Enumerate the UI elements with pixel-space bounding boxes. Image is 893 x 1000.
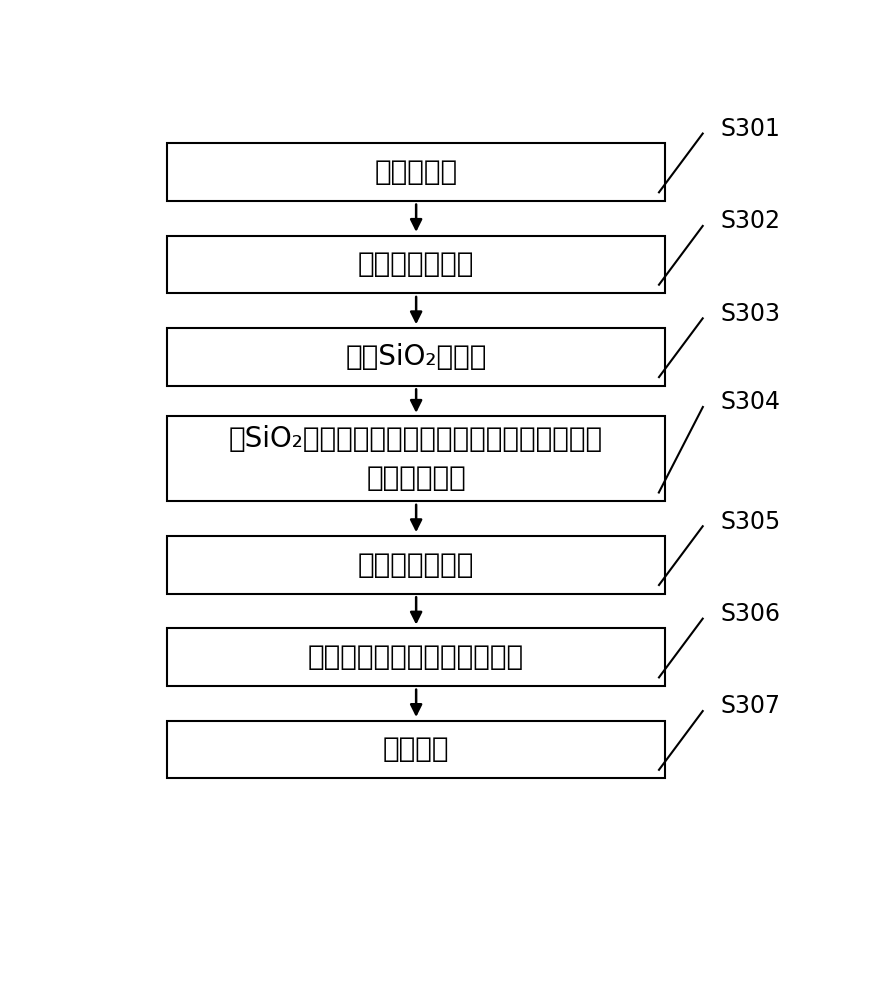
Bar bbox=[167, 721, 665, 778]
Text: S305: S305 bbox=[721, 510, 780, 534]
Bar bbox=[167, 536, 665, 594]
Text: S304: S304 bbox=[721, 390, 780, 414]
Bar bbox=[167, 628, 665, 686]
Bar bbox=[167, 143, 665, 201]
Text: 蚀刻金属电极层，形成栅电极: 蚀刻金属电极层，形成栅电极 bbox=[308, 643, 524, 671]
Text: S306: S306 bbox=[721, 602, 780, 626]
Bar bbox=[167, 235, 665, 293]
Text: 形成SiO₂绝缘层: 形成SiO₂绝缘层 bbox=[346, 343, 487, 371]
Text: 形成金属电极层: 形成金属电极层 bbox=[358, 551, 474, 579]
Bar bbox=[167, 416, 665, 501]
Text: 清洗硅基底: 清洗硅基底 bbox=[374, 158, 458, 186]
Text: S301: S301 bbox=[721, 117, 780, 141]
Text: 退火处理: 退火处理 bbox=[383, 735, 449, 763]
Bar bbox=[167, 328, 665, 386]
Text: S302: S302 bbox=[721, 209, 780, 233]
Text: S307: S307 bbox=[721, 694, 780, 718]
Text: 在SiO₂绝缘层上依次沉积形成第一铁电层、夹层
和第二铁电层: 在SiO₂绝缘层上依次沉积形成第一铁电层、夹层 和第二铁电层 bbox=[230, 425, 603, 492]
Text: S303: S303 bbox=[721, 302, 780, 326]
Text: 形成源极、漏极: 形成源极、漏极 bbox=[358, 250, 474, 278]
